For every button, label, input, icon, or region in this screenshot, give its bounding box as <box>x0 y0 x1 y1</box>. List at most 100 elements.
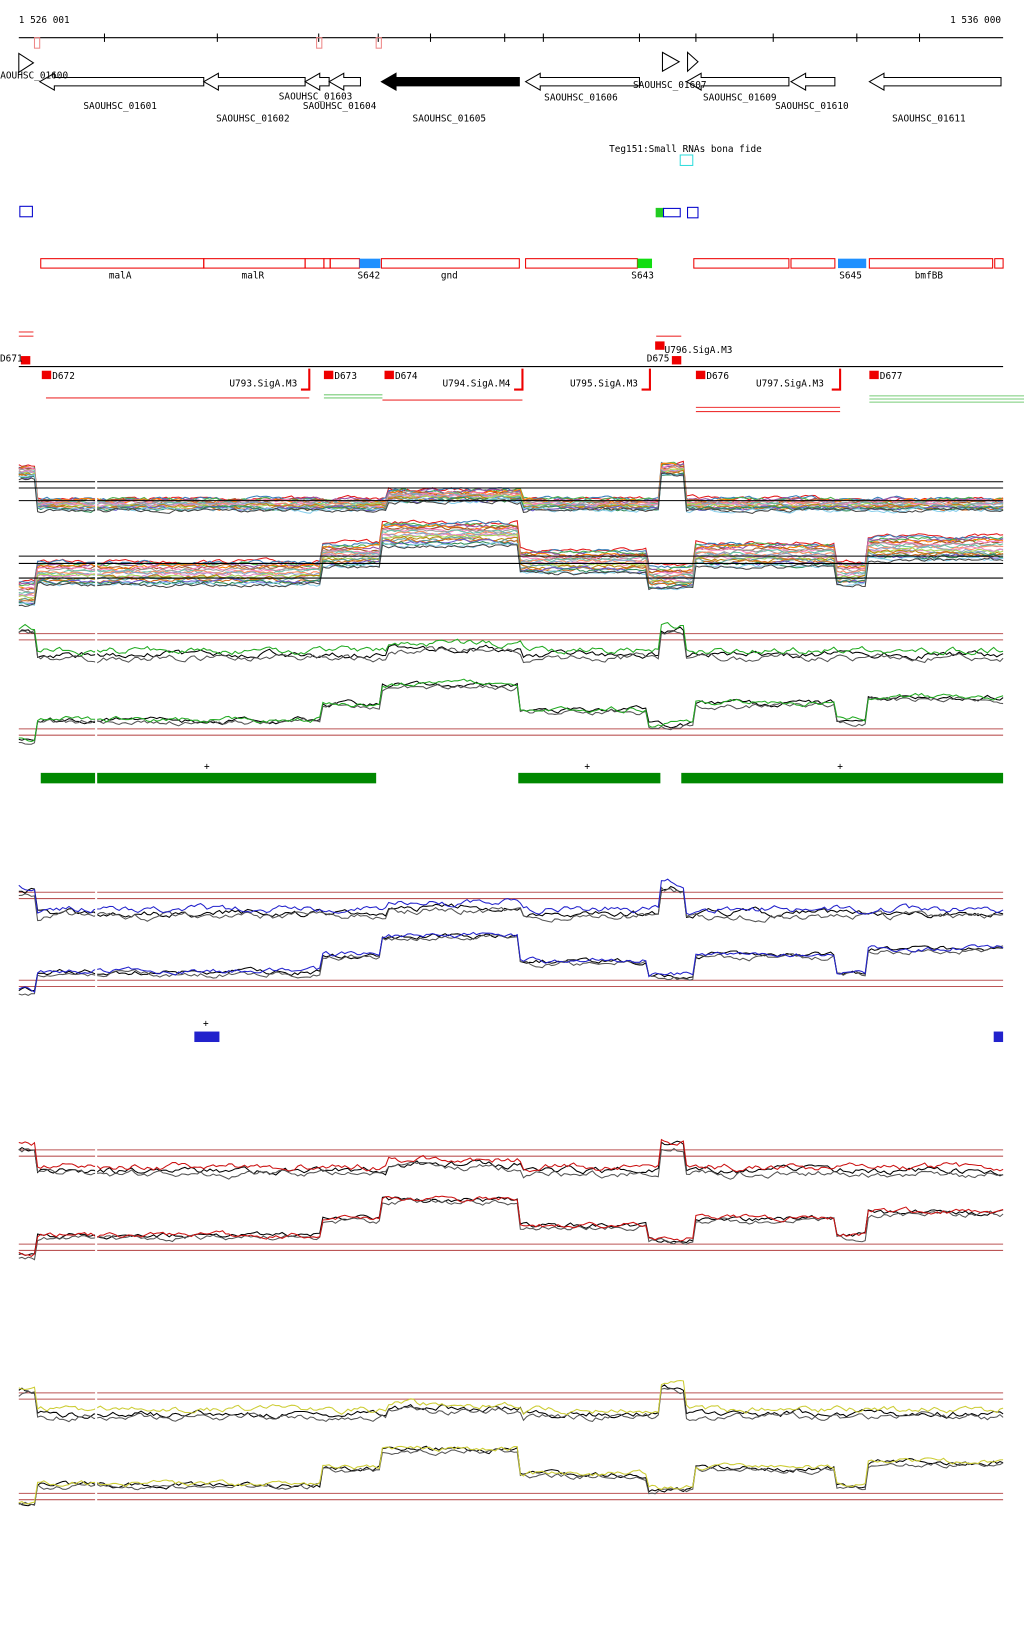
gene-arrow <box>685 72 790 91</box>
promoter-mark <box>655 341 665 350</box>
expression-line <box>18 1140 1004 1177</box>
expression-line <box>18 472 1004 515</box>
expression-line <box>18 931 1004 993</box>
terminator-mark <box>514 368 524 391</box>
promoter-label: U794.SigA.M4 <box>443 378 511 389</box>
promoter-mark <box>384 370 394 380</box>
gene-arrow <box>380 72 520 91</box>
feature-box <box>687 206 699 219</box>
promoter-label: D677 <box>880 371 903 382</box>
expression-line <box>18 1138 1004 1173</box>
promoter-label: D673 <box>334 371 357 382</box>
expression-line <box>18 678 1004 742</box>
promoter-mark <box>695 370 706 380</box>
promoter-mark <box>41 370 52 380</box>
operon-box <box>994 258 1004 269</box>
promoter-label: U797.SigA.M3 <box>756 378 824 389</box>
expression-line <box>18 1387 1004 1423</box>
ruler-mark <box>375 37 382 49</box>
expression-line <box>18 1195 1004 1258</box>
expression-line <box>18 622 1004 657</box>
operon-box <box>380 258 520 269</box>
expression-line <box>18 533 1004 597</box>
promoter-mark <box>323 370 334 380</box>
operon-box <box>637 258 653 269</box>
operon-label: malA <box>109 271 132 282</box>
gene-label: SAOUHSC_01603 <box>279 91 353 102</box>
expression-line <box>18 878 1004 916</box>
promoter-label: D671 <box>0 353 23 364</box>
plus-mark: + <box>837 762 843 773</box>
promoter-label: D674 <box>395 371 418 382</box>
expression-line <box>18 683 1004 745</box>
expression-line <box>18 540 1004 606</box>
expression-line <box>18 543 1004 608</box>
plus-mark: + <box>203 1018 209 1029</box>
operon-box <box>359 258 381 269</box>
gene-label: SAOUHSC_01606 <box>544 93 618 104</box>
expression-line <box>18 1147 1004 1180</box>
region-bar <box>681 772 1004 784</box>
promoter-mark <box>671 356 682 365</box>
expression-line <box>18 523 1004 590</box>
gene-arrow <box>868 72 1002 91</box>
operon-box <box>693 258 790 269</box>
operon-box <box>868 258 994 269</box>
operon-label: S645 <box>839 271 862 282</box>
gene-label: SAOUHSC_01607 <box>633 80 707 91</box>
ruler-mark <box>316 37 323 49</box>
promoter-label: D676 <box>706 371 729 382</box>
operon-label: gnd <box>441 271 458 282</box>
expression-line <box>18 468 1004 510</box>
gene-arrow <box>328 72 362 91</box>
promoter-label: U796.SigA.M3 <box>665 345 733 356</box>
operon-box <box>838 258 867 269</box>
plus-mark: + <box>584 762 590 773</box>
gene-arrow <box>524 72 641 91</box>
promoter-mark <box>869 370 879 380</box>
srna-box <box>679 154 694 166</box>
operon-label: malR <box>242 271 265 282</box>
expression-line <box>18 1448 1004 1506</box>
feature-box <box>655 207 665 218</box>
gene-label: SAOUHSC_01610 <box>775 101 849 112</box>
gene-label: SAOUHSC_01601 <box>83 101 157 112</box>
promoter-label: D675 <box>647 353 670 364</box>
region-bar <box>40 772 377 784</box>
srna-label: Teg151:Small RNAs bona fide <box>609 144 762 155</box>
expression-line <box>18 629 1004 664</box>
operon-label: S642 <box>358 271 381 282</box>
promoter-mark <box>20 356 31 365</box>
expression-line <box>18 533 1004 599</box>
region-bar <box>993 1031 1004 1043</box>
terminator-mark <box>831 368 842 391</box>
gene-label: SAOUHSC_01605 <box>413 113 487 124</box>
gene-arrow <box>18 52 35 74</box>
gene-label: SAOUHSC_01611 <box>892 113 966 124</box>
gene-label: SAOUHSC_01602 <box>216 113 290 124</box>
feature-box <box>662 207 681 218</box>
terminator-mark <box>641 368 651 391</box>
operon-box <box>790 258 836 269</box>
gene-label: SAOUHSC_01604 <box>303 101 377 112</box>
gene-label: SAOUHSC_01600 <box>0 71 68 82</box>
expression-line <box>18 1384 1004 1420</box>
gene-arrow <box>687 51 699 73</box>
region-bar <box>194 1031 220 1043</box>
ruler-end: 1 536 000 <box>950 15 1001 26</box>
gene-label: SAOUHSC_01609 <box>703 93 777 104</box>
terminator-mark <box>300 368 311 391</box>
gene-arrow <box>789 72 836 91</box>
ruler-start: 1 526 001 <box>19 15 70 26</box>
ruler-mark <box>33 37 41 49</box>
promoter-label: U793.SigA.M3 <box>229 378 297 389</box>
expression-line <box>18 1379 1004 1416</box>
promoter-label: D672 <box>52 371 75 382</box>
promoter-label: U795.SigA.M3 <box>570 378 638 389</box>
expression-line <box>18 886 1004 923</box>
gene-arrow <box>661 51 681 73</box>
plus-mark: + <box>204 762 210 773</box>
